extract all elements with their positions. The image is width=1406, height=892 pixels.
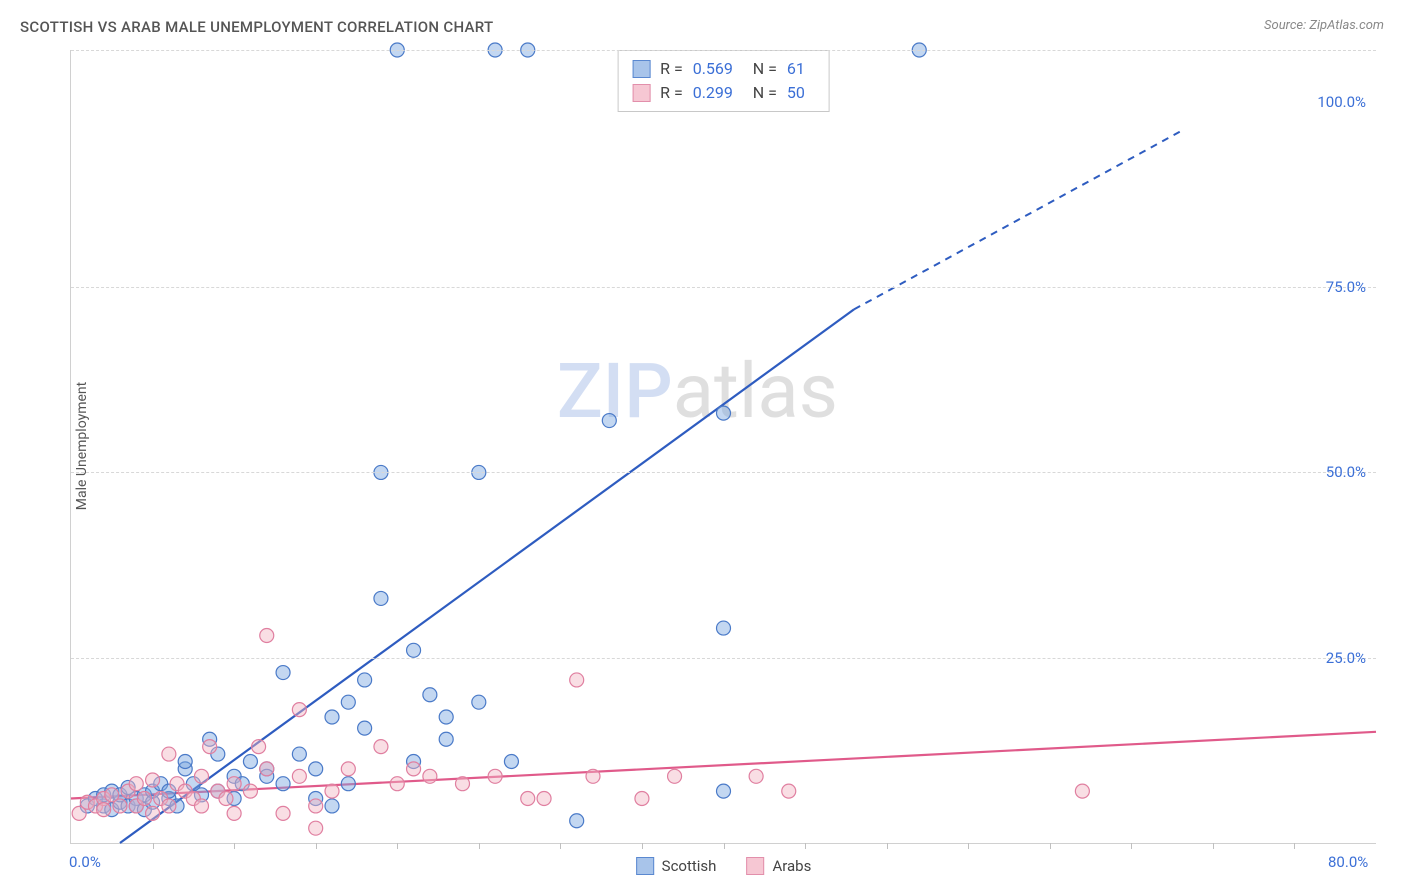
chart-title: SCOTTISH VS ARAB MALE UNEMPLOYMENT CORRE… [20, 18, 493, 36]
x-tick-label: 0.0% [69, 853, 101, 871]
stats-row: R = 0.569 N = 61 [632, 57, 815, 81]
r-label: R = [660, 81, 683, 105]
legend-swatch [632, 60, 650, 78]
x-tick-label: 80.0% [1328, 853, 1368, 871]
legend-item: Arabs [746, 857, 811, 875]
y-tick-label: 25.0% [1326, 649, 1366, 667]
plot-area: ZIPatlas R =0.569N =61R =0.299N =50 Scot… [70, 50, 1376, 844]
n-value: 61 [787, 57, 815, 81]
n-value: 50 [787, 81, 815, 105]
legend-swatch [746, 857, 764, 875]
legend-swatch [636, 857, 654, 875]
n-label: N = [753, 57, 777, 81]
y-tick-label: 50.0% [1326, 463, 1366, 481]
legend-label: Scottish [662, 857, 717, 875]
legend-label: Arabs [772, 857, 811, 875]
chart-container: SCOTTISH VS ARAB MALE UNEMPLOYMENT CORRE… [0, 0, 1406, 892]
stats-box: R = 0.569 N = 61 R = 0.299 N = 50 [617, 50, 830, 112]
r-value: 0.569 [693, 57, 743, 81]
stats-row: R = 0.299 N = 50 [632, 81, 815, 105]
n-label: N = [753, 81, 777, 105]
y-tick-label: 100.0% [1317, 93, 1366, 111]
legend-swatch [632, 84, 650, 102]
r-value: 0.299 [693, 81, 743, 105]
chart-svg [71, 50, 1376, 843]
r-label: R = [660, 57, 683, 81]
legend-item: Scottish [636, 857, 717, 875]
bottom-legend: Scottish Arabs [636, 857, 812, 875]
y-tick-label: 75.0% [1326, 278, 1366, 296]
source-attribution: Source: ZipAtlas.com [1264, 18, 1384, 33]
